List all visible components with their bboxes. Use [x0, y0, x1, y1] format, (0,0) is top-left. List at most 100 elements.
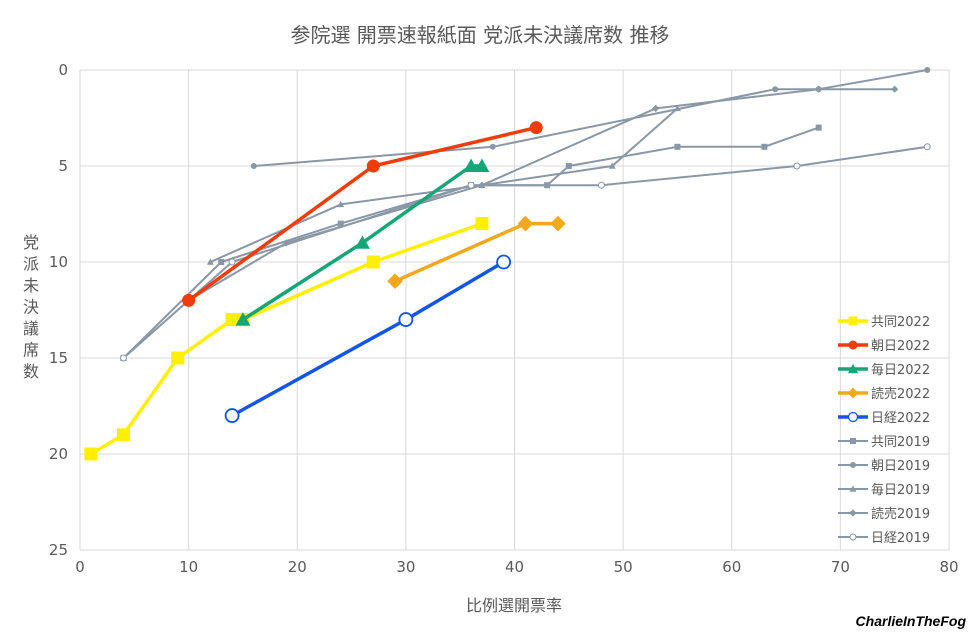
legend-label: 朝日2019 [871, 459, 930, 474]
data-point [224, 408, 240, 424]
legend-item: 読売2022 [838, 386, 930, 402]
series-line [394, 221, 558, 283]
data-point [608, 162, 616, 169]
data-point [398, 312, 414, 328]
series-朝日2022 [182, 121, 543, 307]
legend-marker [850, 438, 856, 444]
series-日経2022 [224, 254, 512, 424]
series-読売2022 [387, 215, 566, 289]
legend-marker [848, 340, 858, 350]
data-point [225, 313, 239, 327]
x-tick-label: 80 [939, 558, 958, 576]
data-point [597, 181, 605, 189]
x-tick-label: 10 [179, 558, 198, 576]
legend-label: 毎日2022 [871, 362, 930, 378]
data-point [84, 447, 98, 461]
data-point [815, 124, 822, 131]
legend-item: 毎日2019 [838, 482, 930, 498]
watermark: CharlieInTheFog [856, 613, 967, 629]
data-point [489, 143, 496, 150]
y-tick-label: 15 [49, 349, 68, 367]
data-point [116, 428, 130, 442]
data-point [337, 220, 344, 227]
chart-title: 参院選 開票速報紙面 党派未決議席数 推移 [290, 23, 669, 47]
y-tick-label: 5 [58, 157, 68, 175]
data-point [366, 255, 380, 269]
data-point [891, 85, 899, 93]
data-point [463, 158, 479, 172]
data-point [366, 159, 380, 173]
legend-label: 共同2019 [871, 435, 930, 450]
data-point [793, 162, 801, 170]
data-point [550, 215, 566, 232]
data-point [171, 351, 185, 365]
legend-marker [849, 509, 857, 517]
legend-marker [848, 316, 858, 326]
legend-label: 読売2019 [871, 506, 930, 522]
data-point [354, 235, 370, 249]
x-tick-label: 30 [396, 558, 415, 576]
x-tick-label: 70 [831, 558, 850, 576]
data-point [673, 104, 681, 112]
series-line [253, 69, 928, 167]
data-point [235, 312, 251, 326]
data-point [228, 258, 236, 266]
data-point [815, 85, 823, 93]
data-point [674, 143, 681, 150]
y-axis-label: 党派未決議席数 [23, 233, 39, 381]
data-point [218, 259, 225, 265]
data-point [772, 86, 779, 93]
legend-item: 読売2019 [838, 506, 930, 522]
legend: 共同2022 朝日2022 毎日2022 読売2022 日経2022 共同2019 朝日20… [838, 315, 930, 546]
data-point [652, 104, 660, 112]
legend-item: 毎日2022 [838, 362, 930, 378]
x-tick-label: 50 [614, 558, 633, 576]
legend-marker [849, 533, 857, 541]
legend-item: 朝日2022 [838, 339, 930, 354]
legend-marker [850, 462, 856, 468]
legend-label: 朝日2022 [871, 339, 930, 354]
legend-label: 毎日2019 [871, 482, 930, 498]
legend-label: 日経2019 [871, 531, 930, 546]
data-point [182, 293, 196, 307]
legend-item: 朝日2019 [838, 459, 930, 474]
y-tick-label: 25 [49, 541, 68, 559]
legend-item: 日経2022 [838, 411, 930, 426]
y-tick-label: 10 [49, 253, 68, 271]
data-point [206, 258, 214, 265]
legend-item: 日経2019 [838, 531, 930, 546]
data-point [337, 200, 345, 208]
series-line [231, 260, 505, 418]
data-point [496, 254, 512, 270]
x-tick-label: 20 [288, 558, 307, 576]
series-line [241, 164, 482, 322]
series-line [188, 88, 895, 302]
legend-marker [847, 363, 859, 374]
x-axis-label: 比例選開票率 [466, 596, 562, 615]
grid-lines [79, 69, 950, 551]
legend-label: 読売2022 [871, 386, 930, 402]
x-tick-label: 0 [75, 558, 85, 576]
data-point [387, 273, 403, 289]
data-point [761, 143, 768, 150]
legend-label: 日経2022 [871, 411, 930, 426]
data-point [517, 215, 534, 232]
data-point [467, 181, 475, 189]
legend-marker [849, 485, 857, 492]
data-point [924, 67, 931, 73]
data-point [119, 354, 127, 362]
tick-labels: 0 10 20 30 40 50 60 70 80 0 5 10 15 20 25 [49, 61, 959, 576]
data-point [475, 217, 489, 231]
series-読売2019 [185, 85, 899, 304]
y-tick-label: 0 [58, 61, 68, 79]
series-group [84, 67, 931, 461]
y-tick-label: 20 [49, 445, 68, 463]
data-point [474, 158, 490, 172]
series-日経2019 [119, 143, 931, 362]
data-point [529, 121, 543, 135]
legend-marker [847, 387, 859, 399]
legend-label: 共同2022 [871, 315, 930, 330]
data-point [250, 163, 257, 169]
